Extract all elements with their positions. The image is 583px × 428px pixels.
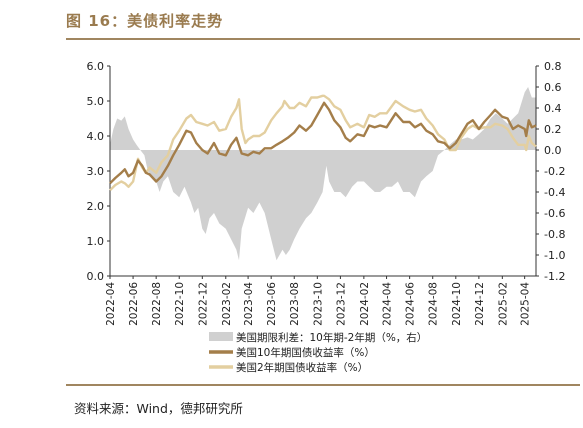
x-tick-label: 2022-10 — [174, 282, 186, 326]
right-tick-label: 0.4 — [544, 102, 562, 115]
right-tick-label: 0.2 — [544, 123, 562, 136]
left-tick-label: 1.0 — [87, 235, 105, 248]
left-tick-label: 0.0 — [87, 270, 105, 283]
right-tick-label: 0.0 — [544, 144, 562, 157]
left-tick-label: 5.0 — [87, 95, 105, 108]
legend-item-ten-year-label: 美国10年期国债收益率（%） — [236, 346, 375, 359]
x-tick-label: 2024-06 — [405, 282, 417, 326]
x-tick-label: 2023-12 — [335, 282, 347, 326]
right-tick-label: -1.0 — [544, 249, 565, 262]
x-tick-label: 2024-08 — [428, 282, 440, 326]
x-tick-label: 2022-08 — [151, 282, 163, 326]
x-tick-label: 2023-06 — [266, 282, 278, 326]
spread-area-layer — [110, 87, 536, 261]
x-tick-label: 2023-04 — [243, 282, 255, 326]
legend-item-spread-label: 美国期限利差：10年期-2年期（%，右） — [236, 331, 427, 344]
x-tick-label: 2022-06 — [128, 282, 140, 326]
source-text: 资料来源：Wind，德邦研究所 — [74, 401, 243, 416]
x-tick-label: 2022-04 — [105, 282, 117, 326]
left-tick-label: 2.0 — [87, 200, 105, 213]
figure-title: 图 16：美债利率走势 — [66, 12, 224, 30]
spread-area — [110, 87, 536, 261]
right-tick-label: -0.8 — [544, 228, 565, 241]
title-rule — [66, 38, 580, 40]
x-tick-label: 2023-08 — [289, 282, 301, 326]
x-tick-label: 2024-04 — [382, 282, 394, 326]
legend: 美国期限利差：10年期-2年期（%，右） 美国10年期国债收益率（%） 美国2年期国… — [209, 331, 427, 374]
ten-year-yield-line — [109, 101, 537, 185]
left-tick-label: 3.0 — [87, 165, 105, 178]
right-tick-label: -0.4 — [544, 186, 565, 199]
x-tick-label: 2025-02 — [497, 282, 509, 326]
axes-layer: 6.0 5.0 4.0 3.0 2.0 1.0 0.0 0.8 0.6 0.4 0.2 0.0 -0.2… — [87, 60, 566, 326]
right-tick-label: -1.2 — [544, 270, 565, 283]
legend-item-two-year-label: 美国2年期国债收益率（%） — [236, 361, 368, 374]
source-rule — [66, 384, 580, 386]
x-tick-label: 2024-10 — [451, 282, 463, 326]
left-tick-label: 4.0 — [87, 130, 105, 143]
right-tick-label: -0.6 — [544, 207, 565, 220]
two-year-yield-line — [109, 94, 537, 192]
x-tick-label: 2024-02 — [359, 282, 371, 326]
x-tick-label: 2024-12 — [474, 282, 486, 326]
x-tick-label: 2023-02 — [221, 282, 233, 326]
right-tick-label: -0.2 — [544, 165, 565, 178]
lines-layer — [109, 94, 537, 192]
right-tick-label: 0.8 — [544, 60, 562, 73]
x-tick-label: 2022-12 — [197, 282, 209, 326]
legend-item-spread-swatch — [209, 332, 233, 341]
right-tick-label: 0.6 — [544, 81, 562, 94]
x-tick-label: 2023-10 — [312, 282, 324, 326]
left-tick-label: 6.0 — [87, 60, 105, 73]
x-tick-label: 2025-04 — [520, 282, 532, 326]
